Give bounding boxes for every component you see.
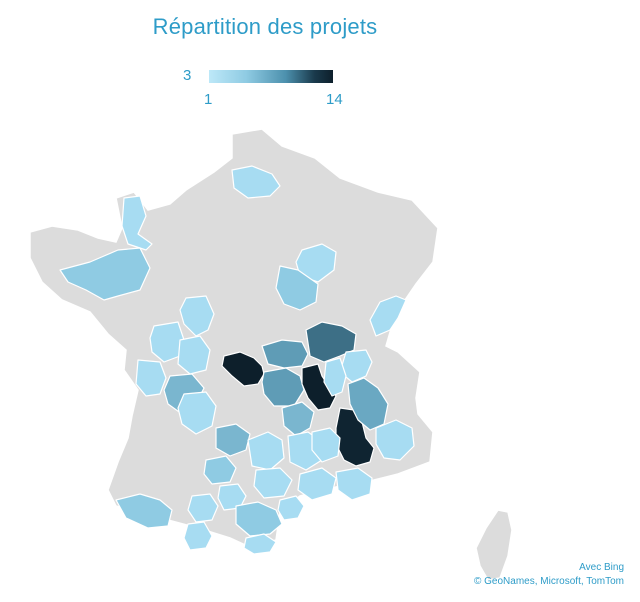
region-vienne <box>177 335 211 375</box>
legend-max-label: 14 <box>326 91 343 108</box>
region-maine-et-loire <box>149 321 185 363</box>
legend-gradient-bar <box>209 70 333 83</box>
region-calvados <box>121 195 153 251</box>
region-pyrenees-atlantiques <box>115 493 173 529</box>
map-title: Répartition des projets <box>152 14 378 39</box>
region-allier <box>301 363 337 411</box>
region-puy-de-dome <box>281 401 315 437</box>
region-indre-et-loire <box>179 295 215 337</box>
region-gard <box>297 467 337 501</box>
region-marne <box>295 243 337 283</box>
color-legend: 3 1 14 <box>0 0 640 120</box>
legend-min-label: 1 <box>204 91 213 108</box>
region-isere <box>347 377 389 431</box>
region-ile-et-vilaine <box>59 247 151 301</box>
region-drome <box>311 427 341 463</box>
region-vendee <box>135 359 167 397</box>
attribution-line-1: Avec Bing <box>579 562 624 573</box>
region-aveyron <box>253 467 293 499</box>
region-aude <box>235 501 283 537</box>
region-herault <box>277 495 305 521</box>
attribution-line-2: © GeoNames, Microsoft, TomTom <box>474 576 624 587</box>
region-correze <box>215 423 251 457</box>
region-pyrenees-orientales <box>243 533 277 555</box>
region-haute-garonne <box>183 521 213 551</box>
region-rhone <box>323 357 347 397</box>
legend-current-value: 3 <box>183 67 192 84</box>
map-attribution: Avec Bing © GeoNames, Microsoft, TomTom <box>474 561 624 589</box>
region-cher <box>261 339 309 369</box>
region-doubs <box>369 295 407 337</box>
region-dordogne <box>177 391 217 435</box>
region-gers <box>187 493 219 523</box>
region-lot <box>203 455 237 485</box>
region-saone-et-loire <box>305 321 357 363</box>
region-yonne <box>275 265 319 311</box>
region-somme <box>231 165 281 199</box>
region-hautes-alpes <box>375 419 415 461</box>
region-cantal <box>247 431 285 471</box>
regions-layer <box>59 165 415 555</box>
region-indre <box>221 351 265 387</box>
corsica <box>475 509 513 581</box>
region-vaucluse <box>335 467 373 501</box>
